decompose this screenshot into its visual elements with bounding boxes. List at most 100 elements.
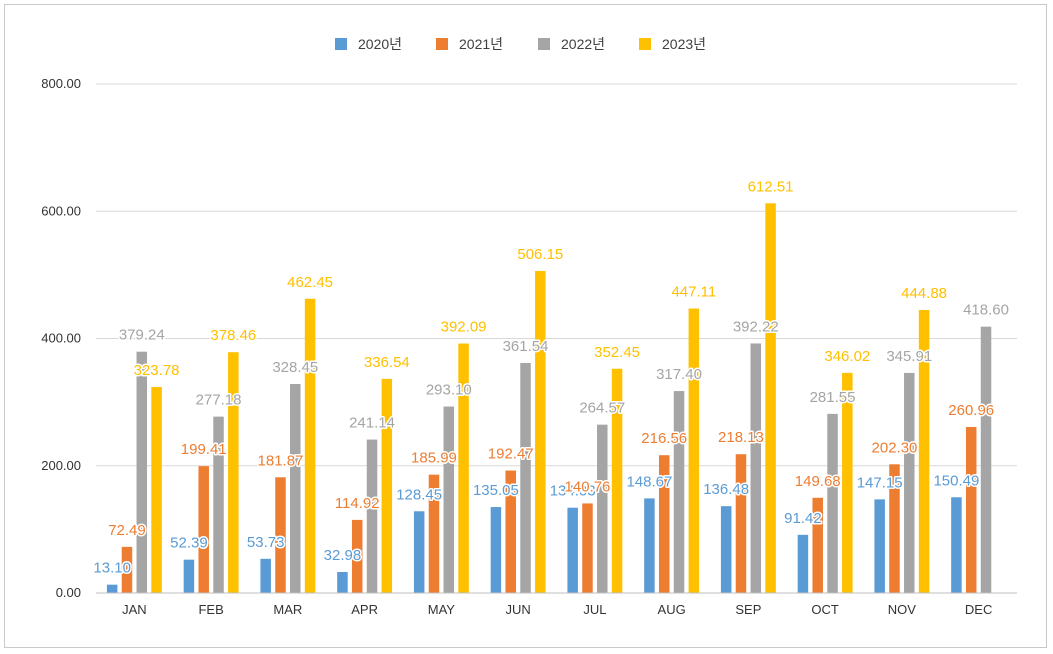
y-tick-label: 800.00 (41, 76, 81, 91)
bar (198, 466, 209, 593)
bar (213, 416, 224, 593)
data-label: 328.45 (272, 359, 318, 376)
bar (490, 507, 502, 593)
bar (351, 519, 363, 593)
bar (260, 558, 271, 593)
data-label: 392.09 (441, 319, 487, 336)
x-tick-label: NOV (888, 602, 917, 617)
bar (797, 534, 809, 593)
data-label: 345.91 (886, 348, 932, 365)
bar (951, 497, 962, 593)
data-label: 135.05 (473, 482, 519, 499)
bar (735, 454, 747, 593)
bar (458, 343, 469, 593)
data-label: 447.11 (671, 284, 716, 301)
x-tick-label: FEB (198, 602, 223, 617)
x-tick-label: JAN (122, 602, 147, 617)
bar (275, 477, 286, 593)
bar (520, 362, 531, 593)
x-tick-label: SEP (735, 602, 761, 617)
data-label: 378.46 (210, 327, 256, 344)
legend-label: 2020년 (358, 36, 402, 52)
data-label: 317.40 (656, 366, 702, 383)
y-tick-label: 0.00 (56, 585, 81, 600)
bar (918, 309, 930, 593)
legend-label: 2021년 (459, 36, 503, 52)
data-label: 218.13 (718, 429, 764, 446)
x-tick-label: MAR (273, 602, 302, 617)
x-tick-label: JUL (583, 602, 606, 617)
x-tick-label: AUG (658, 602, 686, 617)
bar (428, 474, 440, 593)
bar-chart: 0.00 200.00 400.00 600.00 800.00 JAN FEB MAR AP… (41, 36, 1017, 617)
x-tick-label: OCT (811, 602, 839, 617)
bar (644, 498, 655, 593)
x-tick-label: MAY (428, 602, 456, 617)
data-label: 277.18 (196, 392, 242, 409)
bar (874, 499, 885, 593)
data-label: 181.87 (258, 452, 304, 469)
data-label: 114.92 (335, 495, 380, 512)
bar (337, 572, 348, 593)
data-label: 241.14 (349, 415, 395, 432)
data-label: 379.24 (119, 327, 165, 344)
y-tick-label: 600.00 (41, 203, 81, 218)
legend-label: 2023년 (662, 36, 706, 52)
data-label: 13.10 (93, 560, 131, 577)
data-label: 185.99 (411, 450, 457, 467)
y-tick-label: 400.00 (41, 331, 81, 346)
y-tick-label: 200.00 (41, 458, 81, 473)
bar (381, 378, 393, 593)
chart-frame: 0.00 200.00 400.00 600.00 800.00 JAN FEB MAR AP… (4, 4, 1047, 648)
data-label: 52.39 (170, 535, 208, 552)
data-label: 323.78 (134, 362, 180, 379)
bar (765, 203, 776, 593)
bar (136, 351, 148, 593)
bar (366, 439, 378, 593)
data-label: 147.15 (857, 474, 903, 491)
bar (290, 384, 301, 593)
bar (980, 326, 992, 593)
bar (658, 455, 670, 593)
data-label: 136.48 (703, 481, 749, 498)
bar (183, 559, 195, 593)
legend: 2020년 2021년 2022년 2023년 (335, 36, 706, 52)
bar (582, 503, 593, 593)
data-label: 612.51 (748, 178, 794, 195)
legend-swatch (538, 38, 550, 50)
data-label: 264.57 (579, 400, 625, 417)
bar (965, 426, 977, 593)
bar (505, 470, 516, 593)
bar (720, 506, 732, 593)
y-axis-ticks: 0.00 200.00 400.00 600.00 800.00 (41, 76, 81, 600)
bar (904, 372, 915, 593)
data-label: 444.88 (901, 285, 947, 302)
bar (535, 270, 546, 593)
bar (151, 386, 162, 593)
bar (443, 406, 455, 593)
data-label: 506.15 (517, 246, 563, 263)
data-label: 346.02 (824, 348, 870, 365)
bar (673, 391, 685, 593)
data-label: 149.68 (795, 473, 841, 490)
data-label: 260.96 (948, 402, 994, 419)
data-label: 216.56 (641, 430, 687, 447)
x-tick-label: DEC (965, 602, 992, 617)
data-label: 361.54 (503, 338, 549, 355)
legend-label: 2022년 (561, 36, 605, 52)
bar (827, 413, 838, 593)
bars (106, 203, 992, 593)
data-label: 352.45 (594, 344, 640, 361)
data-label: 202.30 (872, 439, 918, 456)
legend-swatch (436, 38, 448, 50)
bar (106, 584, 118, 593)
data-label: 128.45 (396, 486, 442, 503)
data-label: 199.41 (181, 441, 227, 458)
bar (597, 424, 608, 593)
bar (611, 368, 623, 593)
bar (304, 298, 316, 593)
x-tick-label: JUN (505, 602, 530, 617)
data-label: 418.60 (963, 302, 1009, 319)
data-label: 140.76 (565, 478, 611, 495)
